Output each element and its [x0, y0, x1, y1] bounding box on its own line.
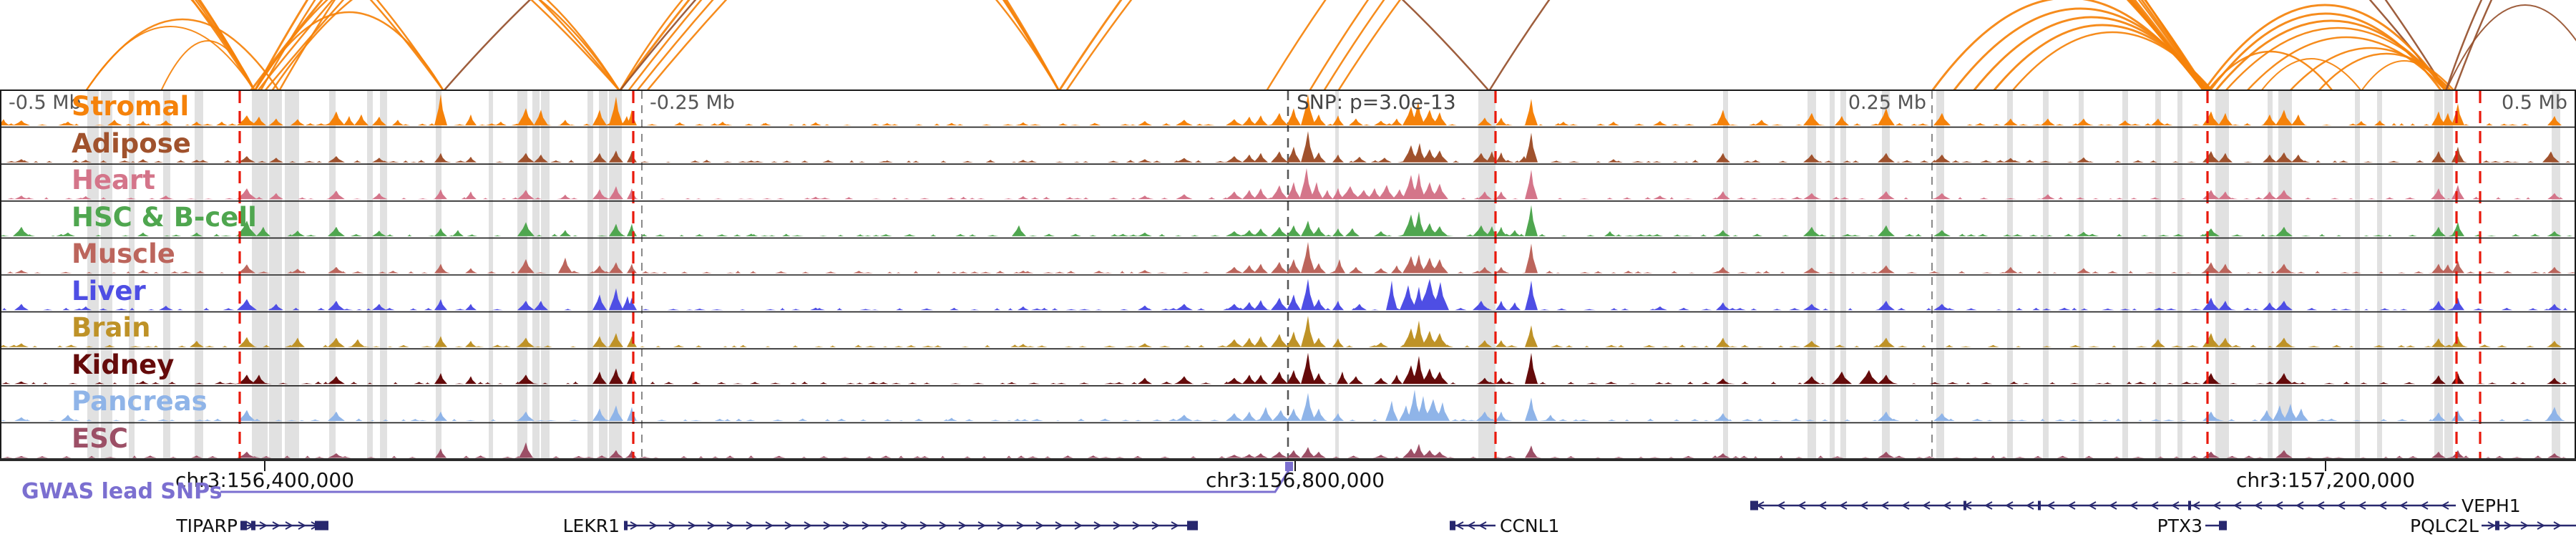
gene-label-lekr1: LEKR1 [562, 516, 620, 536]
track-label-hsc-bcell: HSC & B-cell [72, 202, 257, 233]
track-frame [0, 90, 2576, 471]
scale-label-right: 0.5 Mb [2502, 92, 2567, 114]
scale-label-plus-quarter: 0.25 Mb [1848, 92, 1926, 114]
gwas-lead-snps-label: GWAS lead SNPs [21, 479, 223, 504]
signal-tracks [0, 94, 2576, 458]
gwas-lead-snps-track [220, 462, 1293, 493]
gene-models [240, 500, 2576, 531]
track-label-stromal: Stromal [72, 91, 190, 122]
gene-label-pqlc2l: PQLC2L [2410, 516, 2479, 536]
gwas-snp-marker [1285, 462, 1293, 471]
track-label-pancreas: Pancreas [72, 386, 208, 417]
track-label-kidney: Kidney [72, 349, 175, 380]
track-label-heart: Heart [72, 165, 155, 195]
position-gridlines [641, 91, 1933, 460]
coordinate-label-left: chr3:156,400,000 [175, 468, 355, 492]
gene-label-ptx3: PTX3 [2157, 516, 2202, 536]
track-label-brain: Brain [72, 312, 151, 343]
track-label-adipose: Adipose [72, 128, 191, 159]
coordinate-label-right: chr3:157,200,000 [2235, 468, 2416, 492]
track-label-muscle: Muscle [72, 238, 175, 269]
interaction-arcs [84, 0, 2576, 91]
track-label-esc: ESC [72, 423, 129, 454]
snp-pvalue-label: SNP: p=3.0e-13 [1297, 90, 1456, 114]
scale-label-left: -0.5 Mb [9, 92, 82, 114]
gene-label-ccnl1: CCNL1 [1500, 516, 1560, 536]
scale-label-minus-quarter: -0.25 Mb [650, 92, 735, 114]
track-label-liver: Liver [72, 276, 146, 306]
gene-label-tiparp: TIPARP [176, 516, 238, 536]
coordinate-label-center: chr3:156,800,000 [1205, 468, 1385, 492]
gene-label-veph1: VEPH1 [2462, 495, 2521, 516]
